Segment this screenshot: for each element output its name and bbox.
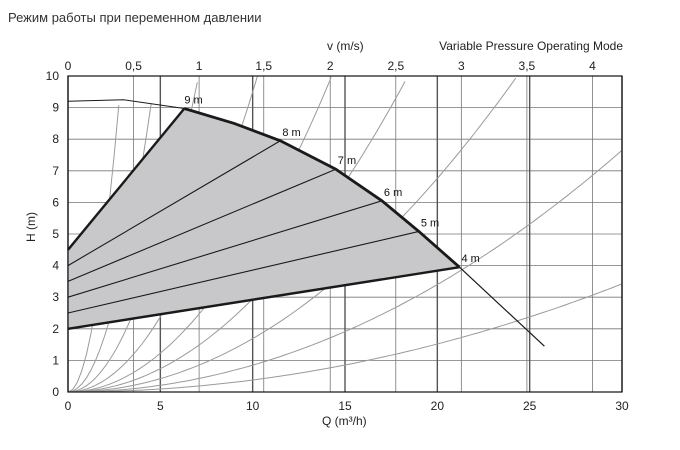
chart-title: Режим работы при переменном давлении	[8, 10, 262, 25]
plot-frame	[67, 75, 623, 393]
operating-area	[68, 108, 460, 329]
chart-subtitle: Variable Pressure Operating Mode	[439, 39, 623, 53]
y-tick-label: 0	[52, 385, 59, 399]
v-tick-label: 0	[65, 59, 72, 73]
v-tick-label: 1	[196, 59, 203, 73]
control-line	[67, 107, 186, 251]
max-curve-left	[67, 99, 185, 109]
curve-label: 6 m	[384, 187, 402, 199]
curve-label: 8 m	[282, 127, 300, 139]
control-line	[67, 230, 419, 314]
x-tick-label: 25	[523, 399, 537, 413]
v-tick-label: 3,5	[519, 59, 536, 73]
curve-label: 5 m	[421, 217, 439, 229]
v-tick-label: 3	[458, 59, 465, 73]
x-tick-label: 20	[431, 399, 445, 413]
curve-label: 9 m	[184, 95, 202, 107]
operating-area-fill	[68, 108, 460, 329]
y-tick-label: 10	[46, 69, 60, 83]
curve-label: 4 m	[461, 253, 479, 265]
x-tick-label: 15	[338, 399, 352, 413]
plot-border	[67, 75, 623, 393]
control-line	[67, 200, 383, 298]
y-tick-label: 4	[52, 259, 59, 273]
x-tick-label: 0	[65, 399, 72, 413]
system-curve	[68, 283, 623, 393]
v-tick-label: 0,5	[125, 59, 142, 73]
v-tick-label: 4	[589, 59, 596, 73]
velocity-axis-label: v (m/s)	[327, 39, 364, 53]
max-curve-operating	[183, 107, 461, 269]
y-tick-label: 3	[52, 290, 59, 304]
y-tick-label: 7	[52, 164, 59, 178]
x-tick-label: 5	[157, 399, 164, 413]
x-axis-label: Q (m³/h)	[322, 414, 367, 428]
tick-labels: 0 5 10 15 20 25 30 0 1 2 3 4 5 6 7 8 9 10 0 0,5 1 1,5 2 2,5 3 3,5…	[46, 59, 629, 413]
control-line	[67, 265, 460, 330]
max-curve-right	[459, 266, 545, 347]
control-line	[67, 168, 336, 282]
v-tick-label: 2	[327, 59, 334, 73]
speed-lines: 9 m 8 m 7 m 6 m 5 m 4 m	[67, 95, 545, 347]
y-tick-label: 6	[52, 195, 59, 209]
v-tick-label: 2,5	[387, 59, 404, 73]
control-line	[67, 140, 281, 267]
curve-label: 7 m	[338, 155, 356, 167]
y-tick-label: 5	[52, 227, 59, 241]
v-tick-label: 1,5	[255, 59, 272, 73]
system-curve	[68, 77, 517, 393]
y-tick-label: 2	[52, 322, 59, 336]
x-tick-label: 10	[246, 399, 260, 413]
y-tick-label: 8	[52, 132, 59, 146]
y-tick-label: 1	[52, 353, 59, 367]
y-tick-label: 9	[52, 101, 59, 115]
system-curve	[67, 81, 406, 393]
system-curve	[68, 149, 623, 393]
x-tick-label: 30	[615, 399, 629, 413]
